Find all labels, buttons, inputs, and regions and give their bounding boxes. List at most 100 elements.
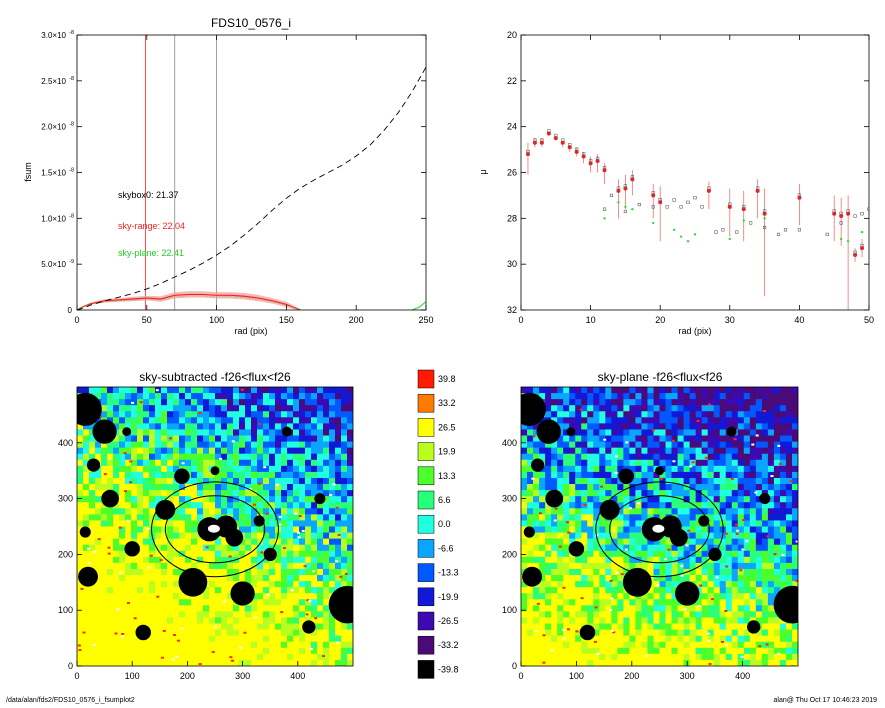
pixel-cell <box>725 593 733 600</box>
pixel-cell <box>653 605 661 613</box>
pixel-cell <box>773 417 781 424</box>
pixel-cell <box>677 508 685 515</box>
speck <box>534 630 538 633</box>
pixel-cell <box>215 435 222 443</box>
pixel-cell <box>125 647 132 655</box>
pixel-cell <box>557 575 564 582</box>
pixel-cell <box>713 490 721 497</box>
pixel-cell <box>647 405 655 412</box>
pixel-cell <box>329 453 336 461</box>
pixel-cell <box>701 575 709 582</box>
pixel-cell <box>113 538 120 546</box>
pixel-cell <box>527 593 534 600</box>
pixel-cell <box>767 459 775 467</box>
pixel-cell <box>107 514 114 522</box>
pixel-cell <box>167 635 174 643</box>
mu-open-point <box>776 232 781 236</box>
pixel-cell <box>779 502 787 509</box>
speck <box>278 516 282 519</box>
pixel-cell <box>245 544 252 552</box>
pixel-cell <box>581 611 588 619</box>
pixel-cell <box>551 526 558 534</box>
pixel-cell <box>605 587 612 594</box>
pixel-cell <box>203 429 210 437</box>
pixel-cell <box>143 599 150 606</box>
pixel-cell <box>239 544 246 552</box>
pixel-cell <box>221 593 228 600</box>
pixel-cell <box>209 429 216 437</box>
pixel-cell <box>221 556 228 564</box>
mu-xtick-label: 10 <box>586 315 596 325</box>
pixel-cell <box>731 411 739 418</box>
pixel-cell <box>191 508 198 515</box>
pixel-cell <box>107 575 114 582</box>
pixel-cell <box>647 393 655 400</box>
pixel-cell <box>683 575 691 582</box>
pixel-cell <box>269 532 276 540</box>
pixel-cell <box>167 641 174 649</box>
mu-green-point <box>652 221 655 225</box>
pixel-cell <box>191 502 198 509</box>
pixel-cell <box>101 635 108 643</box>
pixel-cell <box>203 441 210 449</box>
pixel-cell <box>221 484 228 491</box>
pixel-cell <box>209 417 216 424</box>
pixel-cell <box>263 471 270 479</box>
pixel-cell <box>647 399 655 406</box>
pixel-cell <box>605 599 612 606</box>
pixel-cell <box>647 435 655 443</box>
pixel-cell <box>185 477 192 485</box>
pixel-cell <box>773 544 781 552</box>
pixel-cell <box>191 550 198 558</box>
pixel-cell <box>761 629 769 637</box>
pixel-cell <box>641 387 649 394</box>
pixel-cell <box>707 399 715 406</box>
pixel-cell <box>767 423 775 431</box>
pixel-cell <box>695 393 703 400</box>
pixel-cell <box>323 526 330 534</box>
speck <box>762 409 766 412</box>
pixel-cell <box>659 471 667 479</box>
pixel-cell <box>581 568 588 576</box>
pixel-cell <box>131 459 138 467</box>
pixel-cell <box>743 635 751 643</box>
pixel-cell <box>203 593 210 600</box>
pixel-cell <box>665 599 673 606</box>
speck <box>685 544 689 547</box>
pixel-cell <box>659 605 667 613</box>
pixel-cell <box>125 605 132 613</box>
pixel-cell <box>293 635 300 643</box>
pixel-cell <box>179 659 186 666</box>
pixel-cell <box>533 605 540 613</box>
pixel-cell <box>263 447 270 455</box>
pixel-cell <box>275 568 282 576</box>
pixel-cell <box>569 441 576 449</box>
pixel-cell <box>779 520 787 528</box>
pixel-cell <box>113 623 120 631</box>
pixel-cell <box>653 568 661 576</box>
pixel-cell <box>593 490 600 497</box>
pixel-cell <box>665 484 673 491</box>
pixel-cell <box>149 568 156 576</box>
pixel-cell <box>749 490 757 497</box>
pixel-cell <box>635 550 643 558</box>
pixel-cell <box>191 471 198 479</box>
pixel-cell <box>341 653 348 661</box>
pixel-cell <box>701 399 709 406</box>
pixel-cell <box>83 453 90 461</box>
pixel-cell <box>689 538 697 546</box>
pixel-cell <box>683 605 691 613</box>
pixel-cell <box>227 423 234 431</box>
pixel-cell <box>83 611 90 619</box>
pixel-cell <box>683 647 691 655</box>
speck <box>770 475 774 478</box>
pixel-cell <box>701 653 709 661</box>
pixel-cell <box>791 556 798 564</box>
pixel-cell <box>605 611 612 619</box>
pixel-cell <box>653 393 661 400</box>
pixel-cell <box>341 532 348 540</box>
pixel-cell <box>167 532 174 540</box>
pixel-cell <box>317 423 324 431</box>
pixel-cell <box>119 544 126 552</box>
pixel-cell <box>551 623 558 631</box>
